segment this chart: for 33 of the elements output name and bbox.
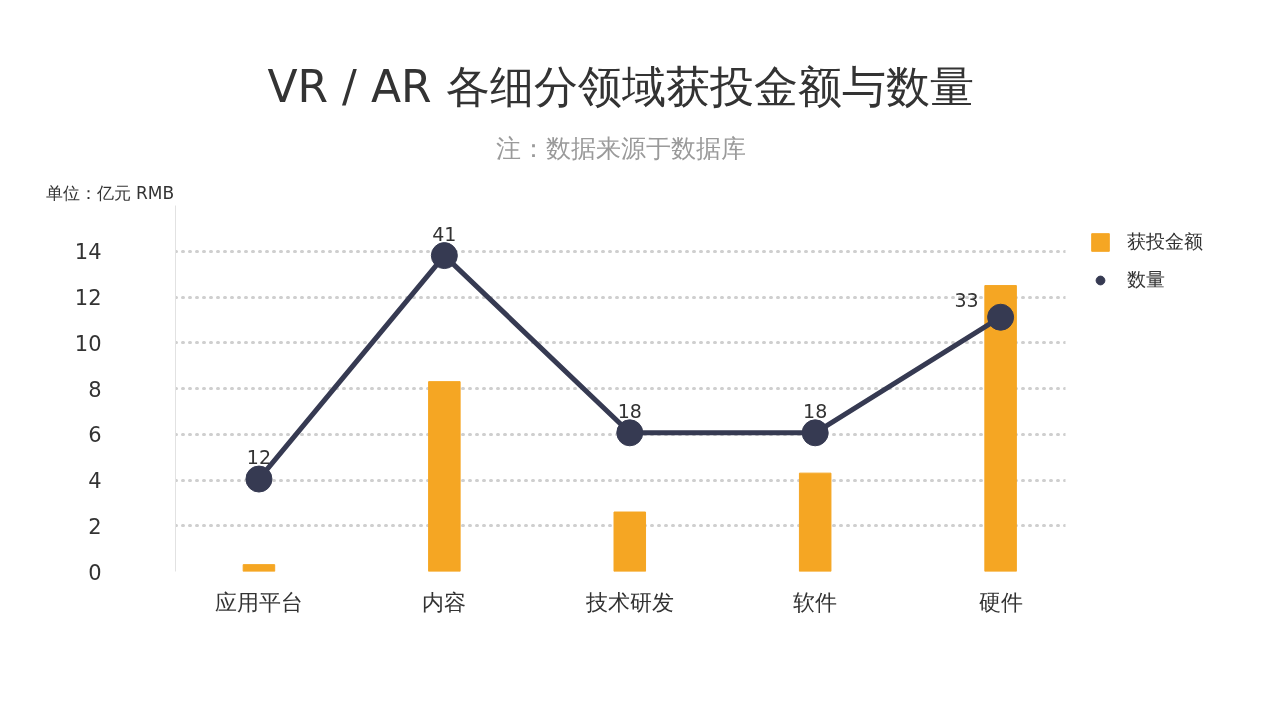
y-tick-label: 2 [88, 514, 102, 539]
y-tick-label: 12 [74, 286, 102, 310]
chart-subtitle: 注：数据来源于数据库 [495, 133, 746, 163]
data-label: 33 [954, 289, 979, 312]
point [245, 465, 273, 493]
bar [798, 472, 832, 572]
bar [242, 564, 276, 572]
bar [984, 285, 1017, 572]
bar [613, 511, 647, 572]
data-label: 18 [617, 399, 642, 422]
chart-title: VR / AR 各细分领域获投金额与数量 [267, 60, 974, 112]
y-tick-label: 8 [88, 377, 102, 402]
x-tick-label: 软件 [793, 589, 838, 615]
legend-label: 数量 [1127, 267, 1165, 292]
data-label: 12 [246, 446, 272, 469]
y-tick-label: 4 [88, 469, 102, 493]
data-label: 41 [432, 222, 457, 245]
point [616, 419, 644, 447]
y-tick-label: 6 [88, 423, 102, 448]
y-tick-label: 10 [74, 331, 102, 356]
legend-label: 获投金额 [1127, 229, 1203, 254]
x-tick-label: 技术研发 [584, 589, 674, 615]
x-tick-label: 应用平台 [214, 589, 303, 615]
point [430, 242, 458, 270]
bar [428, 381, 461, 572]
x-tick-label: 硬件 [978, 589, 1023, 615]
data-label: 18 [803, 399, 828, 422]
x-tick-label: 内容 [422, 589, 467, 615]
point [801, 419, 829, 447]
y-axis-title: 单位：亿元 RMB [45, 182, 175, 203]
y-tick-label: 0 [88, 560, 102, 585]
point [987, 303, 1015, 331]
y-tick-label: 14 [74, 240, 102, 265]
